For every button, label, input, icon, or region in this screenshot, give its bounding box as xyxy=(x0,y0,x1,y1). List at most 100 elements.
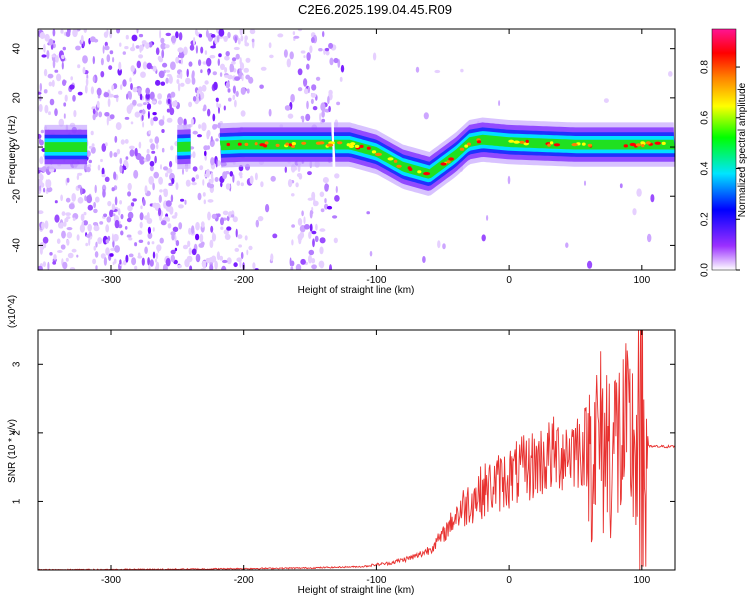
noise-speck xyxy=(174,234,177,243)
noise-speck xyxy=(668,71,673,77)
noise-speck xyxy=(147,257,151,266)
noise-speck xyxy=(152,202,158,208)
noise-speck xyxy=(126,93,129,100)
noise-speck xyxy=(66,239,70,246)
ridge-peak xyxy=(393,159,398,163)
noise-speck xyxy=(325,50,330,56)
noise-speck xyxy=(233,46,240,51)
noise-speck xyxy=(43,89,48,94)
noise-speck xyxy=(158,70,165,79)
noise-speck xyxy=(297,87,303,92)
x-tick-label: 0 xyxy=(506,575,512,586)
noise-speck xyxy=(106,116,109,126)
noise-speck xyxy=(198,243,205,248)
noise-speck xyxy=(177,116,184,126)
noise-speck xyxy=(151,100,157,104)
noise-speck xyxy=(129,77,132,82)
noise-speck xyxy=(238,244,243,248)
noise-speck xyxy=(130,202,135,207)
noise-speck xyxy=(239,175,243,179)
noise-speck xyxy=(139,221,143,229)
noise-speck xyxy=(175,154,178,164)
noise-speck xyxy=(234,36,238,44)
noise-speck xyxy=(66,231,73,239)
noise-speck xyxy=(131,34,138,42)
noise-speck xyxy=(292,31,296,36)
noise-speck xyxy=(97,164,101,171)
noise-speck xyxy=(160,42,167,50)
noise-speck xyxy=(46,186,53,193)
noise-speck xyxy=(82,55,88,64)
noise-speck xyxy=(145,153,151,162)
ridge-peak xyxy=(375,152,382,156)
noise-speck xyxy=(140,205,143,210)
noise-speck xyxy=(128,237,133,241)
ridge-peak xyxy=(525,139,529,143)
noise-speck xyxy=(195,233,200,241)
noise-speck xyxy=(60,29,64,34)
noise-speck xyxy=(252,262,256,270)
noise-speck xyxy=(310,210,314,215)
ridge-peak xyxy=(553,143,561,147)
noise-speck xyxy=(204,150,207,157)
noise-speck xyxy=(39,156,44,165)
noise-speck xyxy=(58,118,65,127)
noise-speck xyxy=(162,264,168,270)
noise-speck xyxy=(334,195,340,202)
ridge-peak xyxy=(263,144,268,148)
noise-speck xyxy=(217,58,220,66)
noise-speck xyxy=(141,257,145,266)
ridge-peak xyxy=(371,150,377,154)
noise-speck xyxy=(619,183,623,189)
noise-speck xyxy=(104,112,110,117)
noise-speck xyxy=(295,182,299,188)
noise-speck xyxy=(130,83,133,90)
noise-speck xyxy=(205,29,209,38)
noise-speck xyxy=(224,233,231,240)
noise-speck xyxy=(227,31,231,39)
noise-speck xyxy=(72,29,78,38)
noise-speck xyxy=(139,44,144,52)
colorbar-tick-label: 0.6 xyxy=(700,110,711,124)
noise-speck xyxy=(105,239,110,244)
noise-speck xyxy=(66,227,73,231)
noise-speck xyxy=(130,121,134,125)
noise-speck xyxy=(154,258,158,263)
noise-speck xyxy=(155,252,159,260)
noise-speck xyxy=(112,213,116,217)
noise-speck xyxy=(423,112,429,120)
noise-speck xyxy=(70,76,73,81)
ridge-band xyxy=(177,141,191,152)
ridge-peak xyxy=(291,144,295,148)
x-tick-label: 100 xyxy=(633,575,650,586)
noise-speck xyxy=(140,71,146,78)
noise-speck xyxy=(202,107,206,112)
noise-speck xyxy=(80,213,85,222)
noise-speck xyxy=(192,96,197,102)
noise-speck xyxy=(39,82,42,92)
noise-speck xyxy=(113,152,118,158)
noise-speck xyxy=(246,88,250,94)
y-tick-label: 40 xyxy=(12,43,23,55)
noise-speck xyxy=(175,240,180,247)
noise-speck xyxy=(268,42,272,49)
noise-speck xyxy=(290,260,295,267)
noise-speck xyxy=(369,250,373,257)
noise-speck xyxy=(148,176,154,185)
noise-speck xyxy=(270,253,274,262)
noise-speck xyxy=(99,221,104,225)
noise-speck xyxy=(94,251,99,258)
noise-speck xyxy=(39,247,43,255)
noise-speck xyxy=(191,177,196,182)
noise-speck xyxy=(301,210,304,217)
noise-speck xyxy=(54,69,59,73)
x-tick-label: -300 xyxy=(101,575,121,586)
ridge-peak xyxy=(446,160,451,164)
noise-speck xyxy=(249,29,256,35)
ridge-peak xyxy=(641,144,645,148)
noise-speck xyxy=(142,109,146,115)
noise-speck xyxy=(108,65,113,70)
noise-speck xyxy=(38,210,44,215)
noise-speck xyxy=(38,265,43,270)
